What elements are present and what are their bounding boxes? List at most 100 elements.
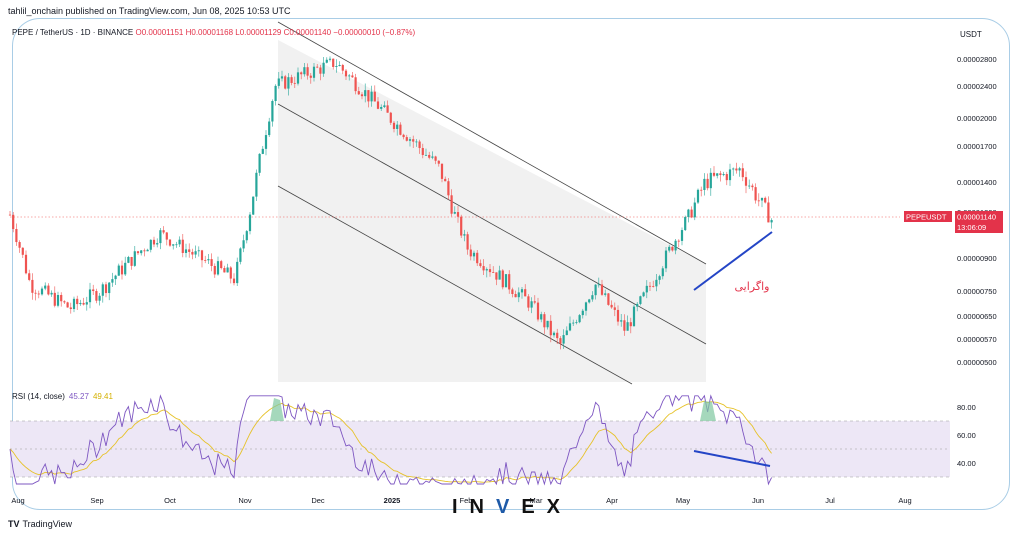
candle-body	[50, 292, 53, 295]
candle-body	[703, 178, 706, 190]
legend-ohlc: O0.00001151 H0.00001168 L0.00001129 C0.0…	[135, 28, 416, 37]
candle-body	[380, 107, 383, 109]
candle-body	[463, 234, 466, 236]
candle-body	[15, 229, 18, 243]
rsi-overbought-fill-1	[270, 398, 284, 421]
time-tick-label: May	[676, 496, 690, 505]
divergence-label: واگرایی	[735, 280, 770, 293]
candle-body	[645, 285, 648, 293]
candle-body	[735, 168, 738, 171]
candle-body	[540, 314, 543, 320]
tradingview-logo[interactable]: TV TradingView	[8, 519, 72, 529]
candle-body	[396, 124, 399, 129]
candle-body	[584, 302, 588, 311]
candle-body	[620, 320, 623, 322]
candle-body	[376, 101, 380, 109]
candle-body	[220, 261, 223, 269]
candle-body	[591, 295, 594, 300]
divergence-price-line	[693, 231, 773, 291]
candle-body	[460, 216, 463, 236]
rsi-legend-value: 45.27	[68, 392, 89, 401]
candle-body	[245, 231, 248, 241]
candle-body	[8, 214, 12, 216]
invex-right: EX	[521, 496, 573, 518]
candle-body	[472, 252, 476, 257]
candle-body	[524, 289, 527, 297]
candle-body	[136, 251, 140, 254]
candle-body	[127, 256, 130, 263]
candle-body	[360, 94, 364, 97]
candle-body	[677, 240, 680, 242]
candle-body	[629, 322, 632, 327]
price-tag-value: 0.00001140	[957, 213, 996, 222]
candle-body	[437, 160, 440, 164]
candle-body	[658, 276, 661, 280]
candle-body	[760, 197, 764, 201]
chart-frame	[12, 18, 1010, 510]
candle-body	[322, 62, 325, 74]
candle-body	[159, 230, 162, 244]
candle-body	[389, 112, 392, 123]
candle-body	[418, 141, 421, 149]
candle-body	[344, 70, 348, 77]
candle-body	[140, 250, 143, 254]
time-tick-label: Nov	[238, 496, 252, 505]
candle-body	[213, 265, 216, 275]
candle-body	[690, 209, 693, 218]
candle-body	[754, 187, 757, 201]
candle-body	[197, 250, 200, 252]
candle-body	[194, 251, 197, 255]
candle-body	[399, 124, 402, 135]
candle-body	[632, 306, 636, 327]
candle-body	[386, 105, 389, 113]
rsi-tick-label: 80.00	[957, 403, 976, 412]
legend-symbol: PEPE / TetherUS · 1D · BINANCE	[12, 28, 134, 37]
candle-body	[479, 263, 482, 267]
candle-body	[76, 298, 79, 305]
rsi-axis: 80.00 60.00 40.00	[957, 403, 976, 468]
candle-body	[146, 249, 149, 252]
candle-body	[354, 77, 357, 92]
candle-body	[274, 85, 277, 101]
candle-body	[626, 322, 629, 331]
price-tag-countdown: 13:06:09	[957, 223, 986, 232]
candle-body	[306, 67, 309, 76]
candle-body	[405, 137, 408, 141]
candle-body	[744, 177, 748, 186]
candle-body	[440, 163, 444, 179]
rsi-overbought-fill-2	[700, 401, 716, 421]
candle-body	[706, 178, 709, 189]
candle-body	[674, 240, 677, 251]
candle-body	[546, 320, 549, 328]
candle-body	[687, 209, 690, 218]
candle-body	[495, 272, 498, 280]
candle-body	[543, 314, 546, 328]
candle-body	[428, 154, 431, 158]
candle-body	[514, 294, 517, 298]
candle-body	[284, 76, 287, 89]
candle-body	[357, 91, 360, 95]
candle-body	[130, 256, 133, 266]
candle-body	[642, 292, 645, 297]
candle-body	[607, 293, 610, 305]
candle-body	[696, 189, 700, 203]
invex-watermark: INVEX	[452, 496, 572, 519]
candle-body	[610, 304, 613, 308]
candle-body	[319, 67, 322, 74]
candle-body	[277, 78, 280, 86]
time-axis: Aug Sep Oct Nov Dec 2025 Feb Mar Apr May Jun Jul Aug	[11, 496, 911, 505]
candle-body	[117, 265, 120, 276]
candle-body	[552, 332, 556, 336]
candle-body	[392, 122, 396, 129]
rsi-legend-ma: 49.41	[92, 392, 113, 401]
candle-body	[47, 285, 50, 295]
candle-body	[511, 289, 514, 295]
candle-body	[712, 172, 716, 176]
price-legend: PEPE / TetherUS · 1D · BINANCE O0.000011…	[12, 28, 415, 37]
candle-body	[367, 90, 370, 102]
candle-body	[309, 75, 312, 78]
candle-body	[668, 246, 671, 251]
candle-body	[370, 91, 373, 102]
candle-body	[348, 75, 351, 77]
